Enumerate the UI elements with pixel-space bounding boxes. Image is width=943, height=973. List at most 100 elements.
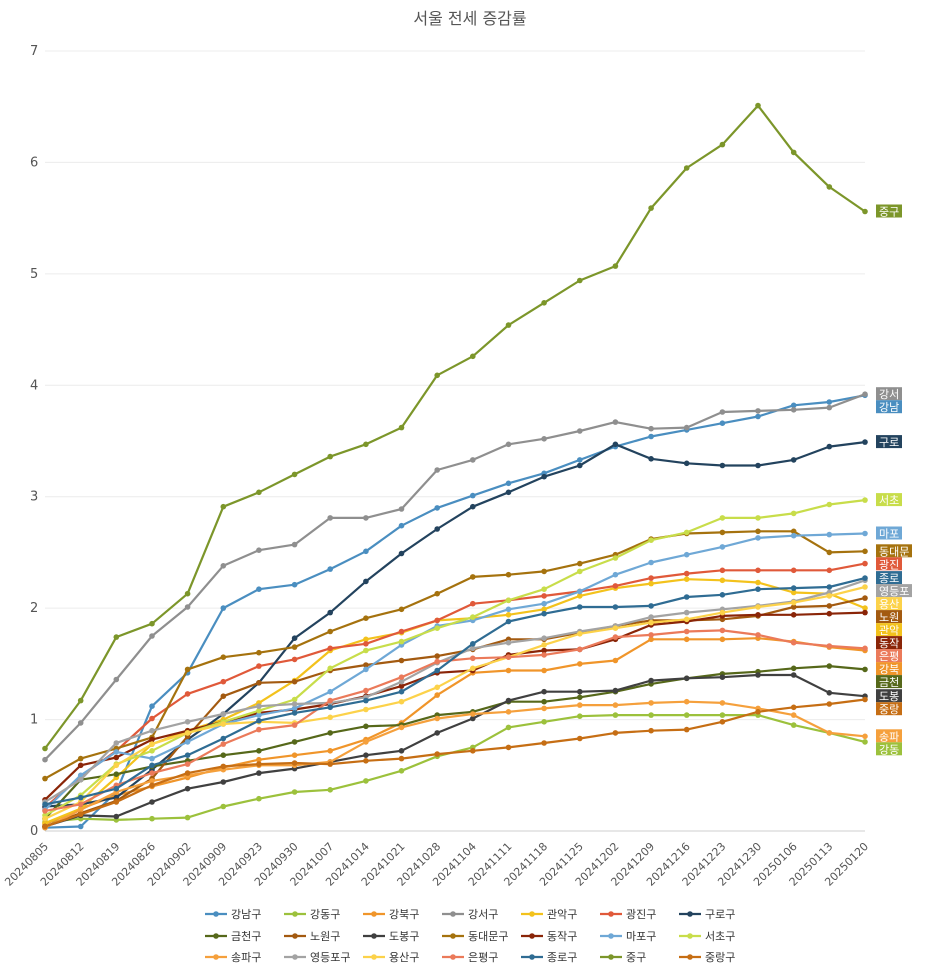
legend-label: 마포구: [626, 930, 656, 943]
data-point: [149, 782, 155, 789]
data-point: [577, 593, 583, 599]
data-point: [862, 560, 868, 567]
series-line: [44, 611, 866, 801]
legend-label: 노원구: [310, 930, 340, 943]
end-tag-label: 은평: [879, 650, 899, 663]
legend-label: 강북구: [389, 908, 419, 921]
data-point: [719, 592, 726, 598]
data-point: [220, 735, 227, 742]
data-point: [363, 752, 369, 758]
end-tag-label: 구로: [879, 436, 899, 449]
legend-item-관악: 관악구: [521, 908, 577, 921]
series-중구: [42, 102, 868, 752]
data-point: [470, 641, 476, 647]
data-point: [790, 665, 797, 672]
series-line: [44, 530, 866, 780]
data-point: [363, 697, 369, 704]
series-동대문: [42, 528, 868, 782]
data-point: [683, 570, 690, 577]
data-point: [291, 678, 298, 685]
end-tag-box: [876, 387, 902, 401]
legend-item-마포: 마포구: [600, 930, 656, 943]
data-point: [612, 702, 619, 708]
data-point: [291, 789, 298, 795]
data-point: [826, 701, 833, 707]
data-point: [149, 703, 155, 709]
data-point: [327, 697, 334, 704]
data-point: [470, 655, 476, 662]
legend-swatch-dot: [529, 954, 535, 960]
data-point: [398, 424, 405, 431]
data-point: [719, 674, 726, 680]
series-lines: [42, 102, 868, 831]
data-point: [291, 722, 298, 728]
legend-label: 동대문구: [468, 930, 508, 943]
end-tag: 강동: [876, 742, 902, 756]
data-point: [77, 697, 84, 704]
data-point: [505, 322, 512, 328]
data-point: [826, 567, 833, 574]
data-point: [826, 663, 833, 669]
data-point: [862, 530, 868, 537]
data-point: [220, 563, 227, 569]
y-tick-label: 0: [30, 824, 38, 839]
data-point: [291, 644, 298, 650]
data-point: [862, 609, 868, 616]
data-point: [612, 687, 619, 694]
data-point: [291, 710, 298, 716]
legend-item-서초: 서초구: [679, 930, 735, 943]
series-line: [44, 577, 866, 806]
data-point: [755, 579, 761, 586]
legend-swatch-dot: [292, 954, 298, 960]
legend-label: 구로구: [705, 908, 735, 921]
data-point: [648, 205, 654, 211]
series-line: [44, 673, 866, 828]
data-point: [505, 597, 512, 604]
data-point: [541, 719, 547, 725]
data-point: [398, 678, 405, 685]
data-point: [719, 544, 726, 550]
data-point: [327, 704, 334, 711]
series-line: [44, 585, 866, 820]
data-point: [220, 741, 227, 747]
data-point: [755, 604, 761, 610]
end-tag-label: 노원: [879, 611, 899, 624]
data-point: [826, 443, 833, 450]
data-point: [434, 625, 441, 631]
end-tag: 강서: [876, 387, 902, 401]
data-point: [77, 823, 84, 830]
data-point: [790, 532, 797, 539]
data-point: [541, 642, 547, 648]
legend-swatch-dot: [608, 933, 614, 939]
data-point: [363, 636, 369, 643]
data-point: [220, 803, 227, 810]
data-point: [434, 751, 441, 757]
data-point: [434, 715, 441, 722]
end-tag-label: 강북: [879, 663, 899, 676]
end-tag-label: 용산: [879, 598, 899, 611]
data-point: [113, 799, 120, 805]
data-point: [862, 391, 868, 398]
data-point: [149, 736, 155, 743]
data-point: [113, 676, 120, 683]
data-point: [77, 807, 84, 813]
legend-item-영등포: 영등포구: [284, 951, 350, 964]
data-point: [434, 730, 441, 736]
data-point: [184, 770, 191, 776]
data-point: [434, 692, 441, 698]
series-강서: [42, 391, 868, 763]
y-tick-label: 5: [30, 267, 38, 282]
end-tag: 중랑: [876, 702, 902, 716]
data-point: [577, 688, 583, 695]
data-point: [790, 589, 797, 596]
data-point: [505, 639, 512, 646]
data-point: [790, 639, 797, 646]
data-point: [826, 399, 833, 405]
end-tag: 동작: [876, 636, 902, 650]
y-tick-label: 1: [30, 713, 38, 728]
data-point: [327, 453, 334, 460]
data-point: [113, 754, 120, 761]
data-point: [42, 815, 48, 822]
end-tag: 종로: [876, 571, 902, 585]
data-point: [149, 778, 155, 784]
